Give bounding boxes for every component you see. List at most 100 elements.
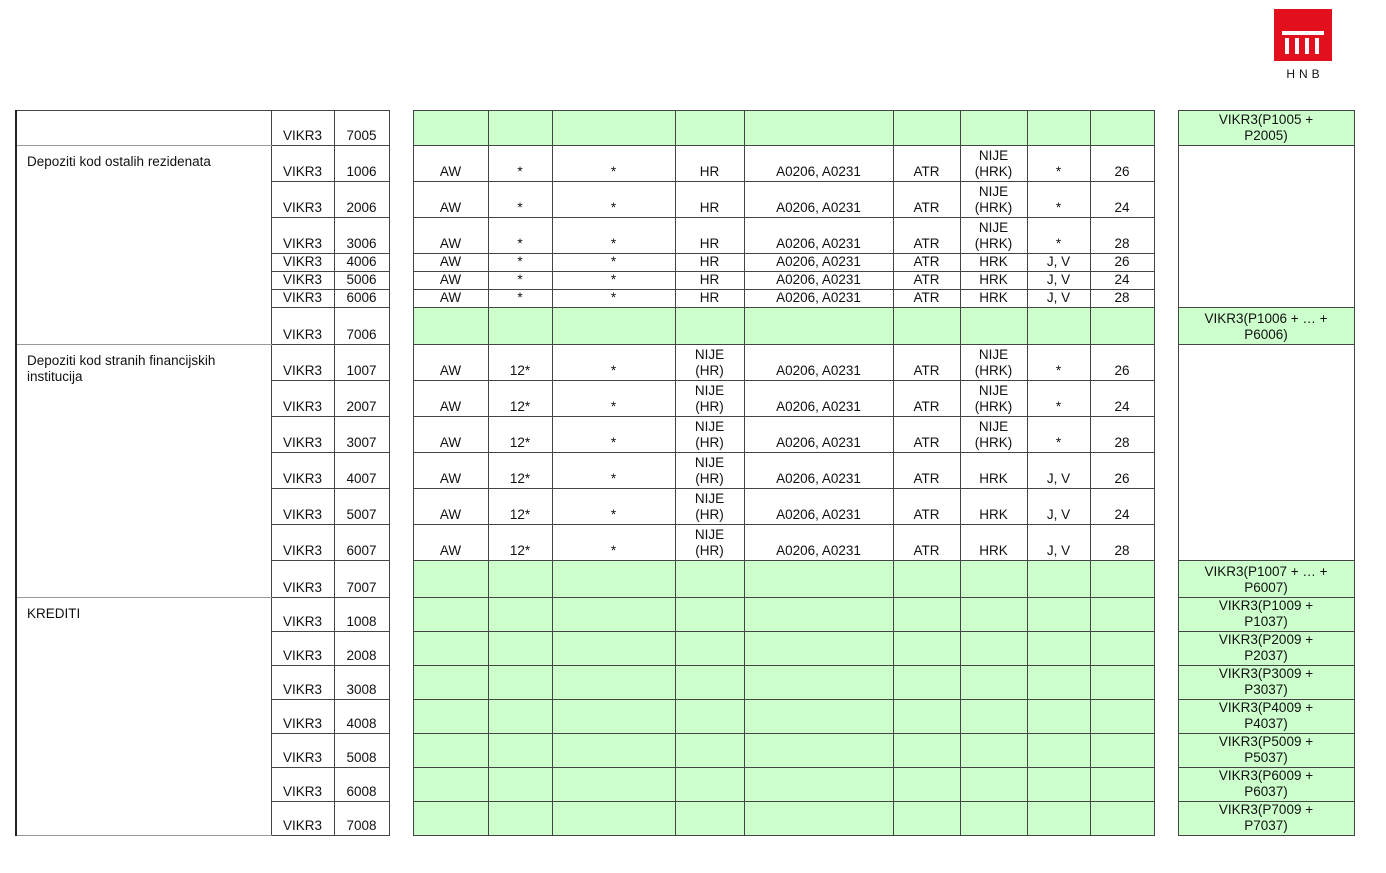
form-code: VIKR3 xyxy=(270,767,335,802)
attribute-cell: * xyxy=(1026,380,1091,417)
attribute-cell: A0206, A0231 xyxy=(743,380,894,417)
attribute-cell: NIJE (HRK) xyxy=(959,344,1028,381)
empty-green-cell xyxy=(743,699,894,734)
attribute-cell: 26 xyxy=(1089,145,1155,182)
empty-formula-cell xyxy=(1177,271,1355,290)
empty-green-cell xyxy=(412,767,489,802)
attribute-cell: ATR xyxy=(892,416,961,453)
attribute-cell: * xyxy=(551,380,676,417)
empty-green-cell xyxy=(959,665,1028,700)
attribute-cell: ATR xyxy=(892,253,961,272)
attribute-cell: * xyxy=(551,253,676,272)
spacer xyxy=(388,380,414,417)
empty-green-cell xyxy=(674,801,745,836)
table-row: VIKR3 7005 VIKR3(P1005 + P2005) xyxy=(15,110,1355,146)
attribute-cell: * xyxy=(487,289,553,308)
empty-green-cell xyxy=(743,110,894,146)
attribute-cell: HR xyxy=(674,289,745,308)
spacer xyxy=(388,289,414,308)
empty-green-cell xyxy=(412,110,489,146)
row-group-description: Depoziti kod stranih financijskih instit… xyxy=(15,344,272,598)
empty-green-cell xyxy=(487,110,553,146)
position-number: 2007 xyxy=(333,380,390,417)
spacer xyxy=(388,416,414,453)
formula-cell: VIKR3(P7009 + P7037) xyxy=(1177,801,1355,836)
spacer xyxy=(388,631,414,666)
position-number: 6006 xyxy=(333,289,390,308)
attribute-cell: ATR xyxy=(892,289,961,308)
attribute-cell: AW xyxy=(412,416,489,453)
attribute-cell: * xyxy=(487,181,553,218)
attribute-cell: ATR xyxy=(892,271,961,290)
attribute-cell: NIJE (HRK) xyxy=(959,145,1028,182)
empty-green-cell xyxy=(1026,801,1091,836)
empty-green-cell xyxy=(551,767,676,802)
empty-green-cell xyxy=(487,665,553,700)
position-number: 1006 xyxy=(333,145,390,182)
position-number: 2006 xyxy=(333,181,390,218)
empty-green-cell xyxy=(412,801,489,836)
empty-green-cell xyxy=(1089,699,1155,734)
empty-green-cell xyxy=(892,733,961,768)
empty-green-cell xyxy=(743,733,894,768)
attribute-cell: 28 xyxy=(1089,524,1155,561)
empty-green-cell xyxy=(1026,110,1091,146)
empty-green-cell xyxy=(551,665,676,700)
form-code: VIKR3 xyxy=(270,801,335,836)
form-code: VIKR3 xyxy=(270,307,335,345)
attribute-cell: 12* xyxy=(487,524,553,561)
attribute-cell: * xyxy=(487,217,553,254)
empty-green-cell xyxy=(412,631,489,666)
attribute-cell: * xyxy=(551,145,676,182)
position-number: 7006 xyxy=(333,307,390,345)
empty-green-cell xyxy=(959,801,1028,836)
spacer xyxy=(1153,488,1179,525)
attribute-cell: * xyxy=(487,145,553,182)
form-code: VIKR3 xyxy=(270,524,335,561)
position-number: 2008 xyxy=(333,631,390,666)
empty-green-cell xyxy=(551,801,676,836)
spacer xyxy=(1153,271,1179,290)
table-row: VIKR3 5006 AW * * HR A0206, A0231 ATR HRK J, V 24 xyxy=(16,271,1355,290)
empty-formula-cell xyxy=(1177,181,1355,218)
attribute-cell: A0206, A0231 xyxy=(743,416,894,453)
formula-cell: VIKR3(P1009 + P1037) xyxy=(1177,597,1355,632)
spacer xyxy=(1153,380,1179,417)
attribute-cell: ATR xyxy=(892,524,961,561)
attribute-cell: A0206, A0231 xyxy=(743,253,894,272)
attribute-cell: NIJE (HR) xyxy=(674,524,745,561)
spacer xyxy=(1153,217,1179,254)
attribute-cell: J, V xyxy=(1026,488,1091,525)
attribute-cell: A0206, A0231 xyxy=(743,344,894,381)
attribute-cell: J, V xyxy=(1026,289,1091,308)
attribute-cell: HRK xyxy=(959,253,1028,272)
position-number: 1007 xyxy=(333,344,390,381)
attribute-cell: * xyxy=(1026,416,1091,453)
attribute-cell: AW xyxy=(412,488,489,525)
empty-green-cell xyxy=(551,699,676,734)
form-code: VIKR3 xyxy=(270,560,335,598)
table-row: VIKR3 4008 VIKR3(P4009 + P4037) xyxy=(16,699,1355,734)
attribute-cell: A0206, A0231 xyxy=(743,524,894,561)
empty-green-cell xyxy=(487,631,553,666)
table-row: VIKR3 3008 VIKR3(P3009 + P3037) xyxy=(16,665,1355,700)
attribute-cell: * xyxy=(551,452,676,489)
spacer xyxy=(1153,307,1179,345)
attribute-cell: J, V xyxy=(1026,452,1091,489)
attribute-cell: 12* xyxy=(487,344,553,381)
empty-green-cell xyxy=(674,560,745,598)
form-code: VIKR3 xyxy=(270,733,335,768)
attribute-cell: HR xyxy=(674,253,745,272)
attribute-cell: NIJE (HR) xyxy=(674,380,745,417)
attribute-cell: J, V xyxy=(1026,524,1091,561)
row-group-description: Depoziti kod ostalih rezidenata xyxy=(15,145,272,345)
attribute-cell: A0206, A0231 xyxy=(743,289,894,308)
attribute-cell: HRK xyxy=(959,289,1028,308)
attribute-cell: 12* xyxy=(487,488,553,525)
attribute-cell: AW xyxy=(412,289,489,308)
empty-formula-cell xyxy=(1177,145,1355,182)
attribute-cell: * xyxy=(487,253,553,272)
table-row: VIKR3 2007 AW 12* * NIJE (HR) A0206, A0231 ATR N… xyxy=(16,380,1355,417)
attribute-cell: AW xyxy=(412,217,489,254)
attribute-cell: HRK xyxy=(959,271,1028,290)
